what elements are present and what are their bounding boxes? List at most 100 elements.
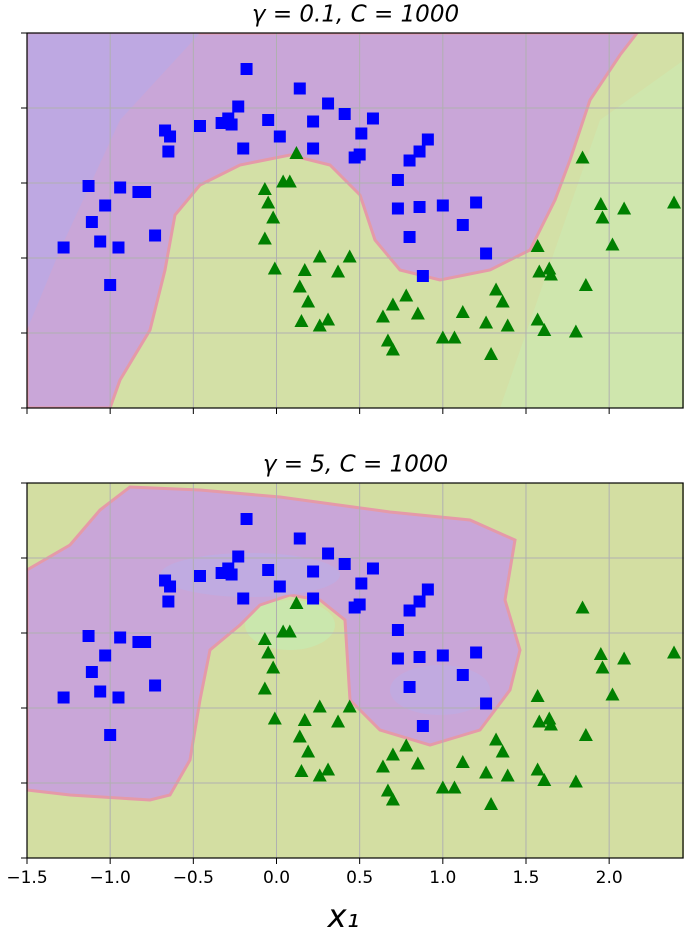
chart-title: γ = 0.1, C = 1000: [252, 2, 459, 28]
point: [301, 744, 316, 758]
point: [139, 186, 152, 198]
point: [500, 768, 515, 782]
point: [57, 691, 70, 704]
point: [385, 792, 400, 806]
point: [355, 577, 368, 590]
point: [543, 267, 558, 281]
point: [479, 315, 494, 329]
point: [312, 318, 327, 332]
point: [375, 309, 390, 323]
point: [667, 195, 682, 209]
point: [447, 780, 462, 794]
point: [240, 63, 253, 75]
point: [484, 347, 499, 360]
point: [99, 649, 112, 662]
point: [595, 660, 610, 674]
point: [484, 797, 499, 810]
point: [85, 666, 98, 678]
point: [455, 755, 470, 768]
point: [257, 231, 272, 245]
point: [385, 297, 400, 311]
point: [112, 241, 125, 254]
point: [568, 774, 583, 788]
point: [321, 762, 336, 776]
point: [257, 681, 272, 695]
point: [237, 592, 250, 605]
point: [435, 780, 450, 794]
point: [530, 239, 545, 252]
point: [575, 600, 590, 614]
point: [322, 547, 335, 560]
point: [162, 595, 175, 608]
region-shade: [500, 60, 684, 408]
point: [410, 306, 425, 320]
point: [416, 270, 429, 282]
point: [480, 247, 493, 260]
point: [380, 783, 395, 797]
point: [312, 768, 327, 782]
point: [297, 263, 312, 276]
point: [164, 580, 177, 593]
point: [225, 118, 238, 131]
point: [82, 180, 95, 192]
point: [530, 312, 545, 326]
point: [403, 154, 416, 167]
point: [413, 145, 426, 158]
x-tick-label: −0.5: [173, 868, 214, 888]
point: [114, 631, 127, 644]
point: [342, 699, 357, 713]
point: [289, 596, 304, 609]
point: [94, 685, 107, 698]
point: [530, 689, 545, 702]
point: [262, 114, 275, 126]
point: [282, 174, 297, 188]
point: [94, 235, 107, 248]
point: [617, 201, 632, 215]
point: [532, 264, 547, 278]
point: [399, 738, 414, 752]
point: [307, 592, 320, 605]
x-tick-label: −1.5: [6, 868, 47, 888]
point: [261, 645, 276, 659]
point: [605, 237, 620, 251]
point: [385, 342, 400, 356]
region-purple: [27, 485, 522, 802]
point: [321, 312, 336, 326]
point: [215, 567, 228, 579]
point: [391, 174, 404, 186]
x-tick-label: 1.5: [512, 868, 539, 888]
point: [595, 210, 610, 224]
point: [267, 711, 282, 725]
point: [215, 117, 228, 129]
point: [266, 660, 281, 674]
point: [593, 647, 608, 660]
point: [261, 195, 276, 209]
point: [322, 97, 335, 110]
point: [312, 699, 327, 713]
point: [85, 216, 98, 228]
point: [435, 330, 450, 344]
point: [164, 130, 177, 143]
point: [232, 550, 245, 563]
point: [489, 732, 504, 746]
point: [104, 729, 117, 741]
point: [193, 570, 206, 582]
point: [262, 564, 275, 576]
point: [237, 142, 250, 155]
point: [366, 112, 379, 125]
point: [568, 324, 583, 338]
point: [257, 182, 272, 195]
point: [456, 669, 469, 681]
point: [436, 199, 449, 212]
point: [355, 127, 368, 140]
point: [470, 196, 483, 209]
point: [380, 333, 395, 347]
point: [575, 150, 590, 164]
point: [225, 568, 238, 581]
point: [112, 691, 125, 704]
point: [273, 580, 286, 593]
point: [605, 687, 620, 701]
point: [399, 288, 414, 302]
point: [470, 646, 483, 659]
